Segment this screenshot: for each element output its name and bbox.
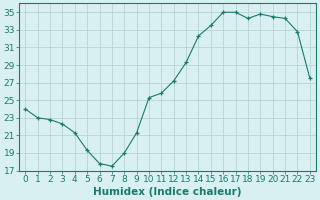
X-axis label: Humidex (Indice chaleur): Humidex (Indice chaleur) xyxy=(93,187,242,197)
